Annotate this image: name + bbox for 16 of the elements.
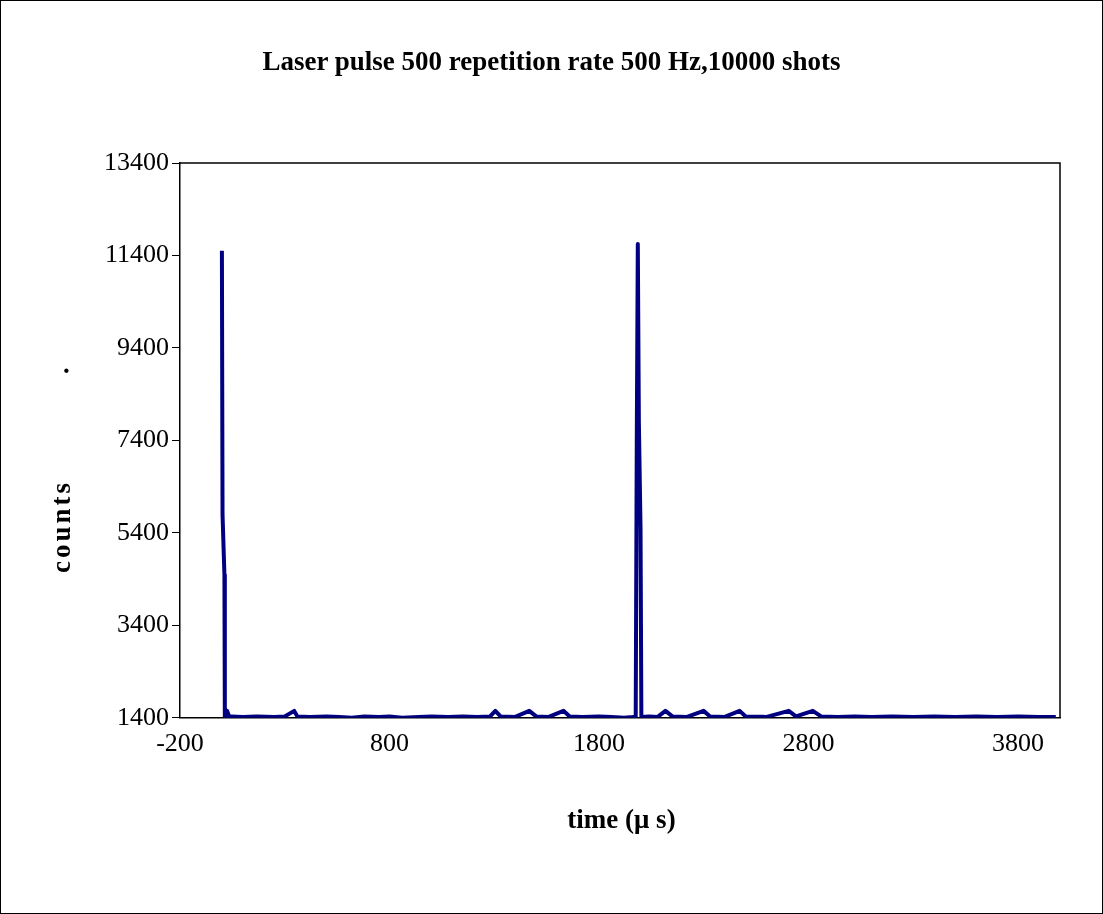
y-tick-label: 13400 (104, 146, 169, 176)
y-tick-label: 1400 (117, 701, 169, 731)
x-axis-title: time (μ s) (566, 804, 677, 835)
x-tick-label: 800 (370, 728, 410, 758)
x-tick-label: -200 (156, 728, 204, 758)
text: . (63, 349, 70, 380)
y-tick-label: 5400 (117, 516, 169, 546)
y-tick-label: 11400 (104, 239, 169, 269)
x-tick-label: 2800 (782, 728, 835, 758)
y-tick-label: 7400 (117, 424, 169, 454)
chart-title: Laser pulse 500 repetition rate 500 Hz,10000 shots (261, 46, 842, 77)
x-tick-label: 1800 (573, 728, 626, 758)
y-tick-label: 3400 (117, 609, 169, 639)
y-tick-label: 9400 (117, 331, 169, 361)
x-tick-label: 3800 (992, 728, 1045, 758)
y-axis-title: counts (45, 479, 77, 575)
